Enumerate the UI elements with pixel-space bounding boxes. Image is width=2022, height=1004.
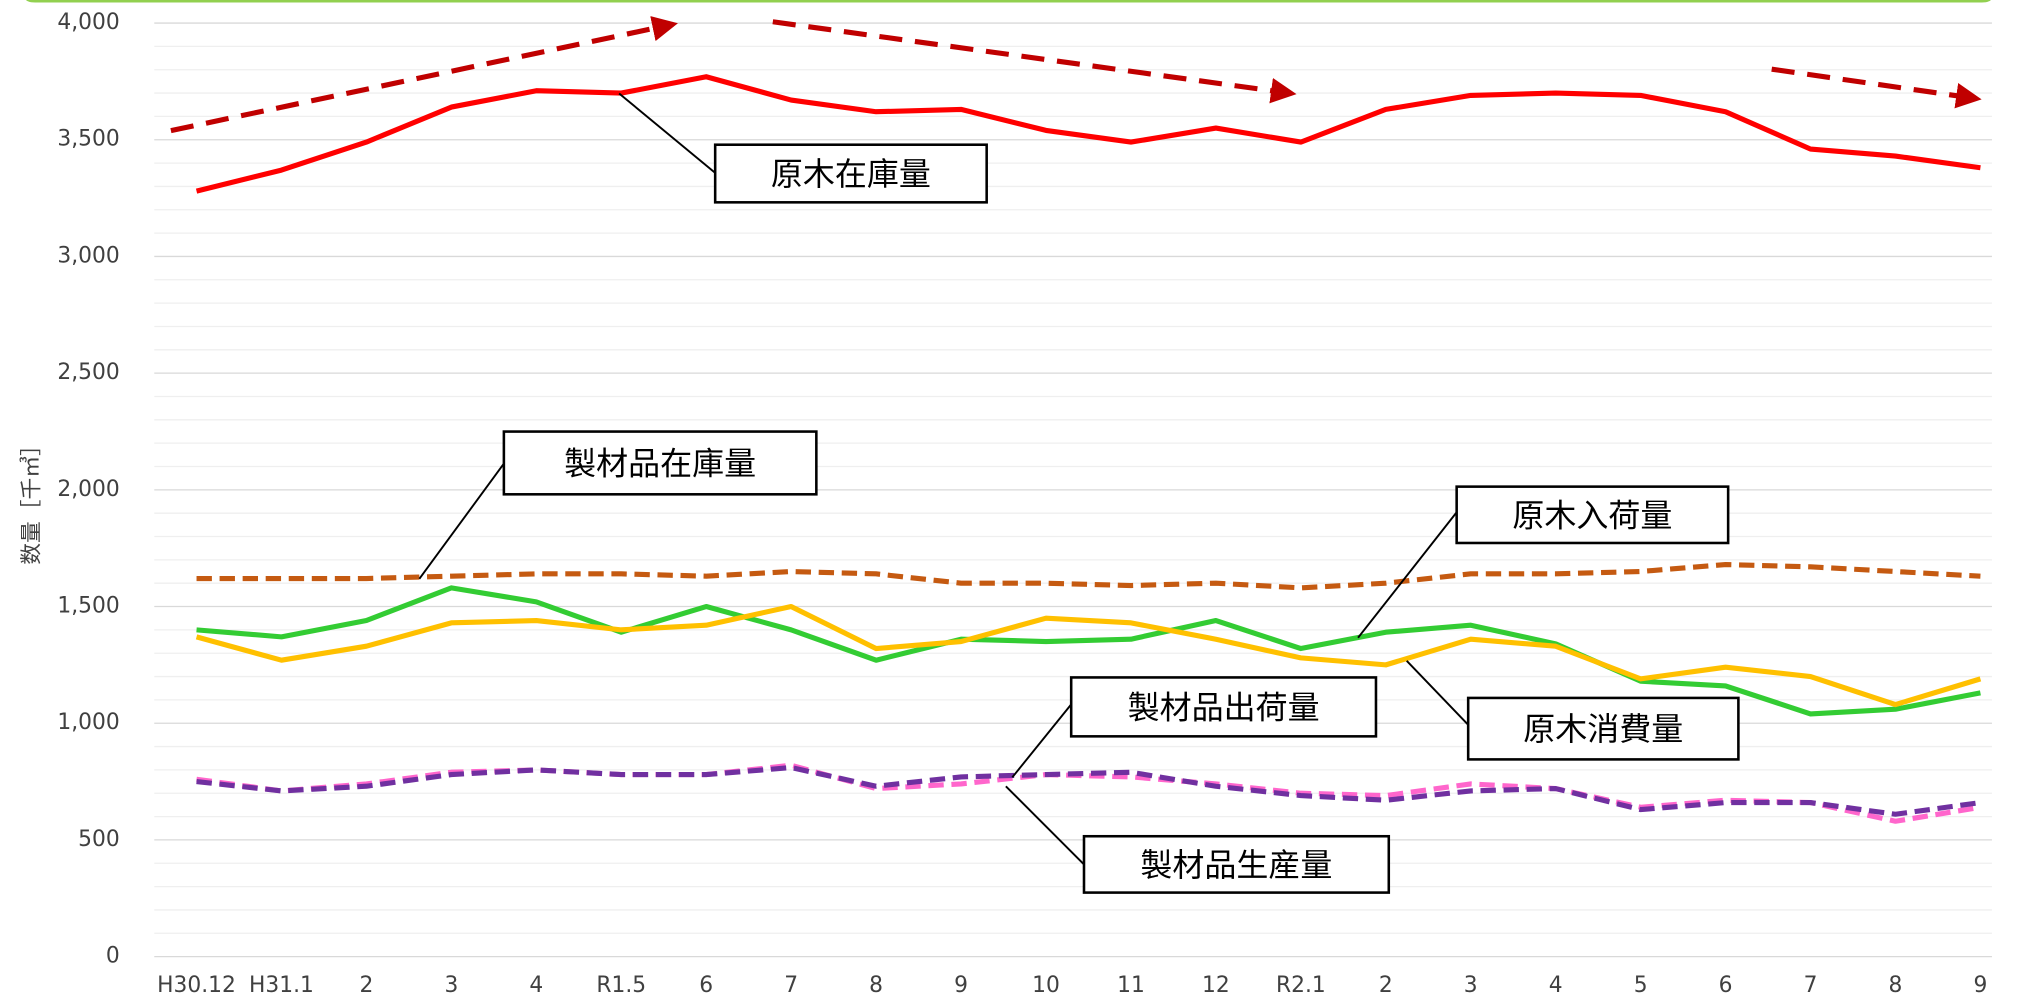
legend-label: 製材品在庫量 — [564, 445, 756, 483]
y-tick-label: 1,000 — [57, 710, 119, 735]
trend-arrow — [1771, 66, 1982, 109]
callout-box — [1455, 485, 1730, 545]
x-tick-label: 9 — [1973, 973, 1987, 998]
x-tick-label: 6 — [699, 973, 713, 998]
x-tick-label: 8 — [1889, 973, 1903, 998]
x-tick-label: 3 — [1464, 973, 1478, 998]
legend-label: 製材品生産量 — [1140, 846, 1332, 884]
callout-leader — [1357, 511, 1458, 639]
callout-leader — [1011, 703, 1072, 778]
callout-box — [713, 143, 988, 204]
x-tick-label: 12 — [1202, 973, 1230, 998]
y-tick-label: 1,500 — [57, 594, 119, 619]
legend-label: 製材品出荷量 — [1128, 688, 1320, 726]
x-tick-label: 2 — [359, 973, 373, 998]
y-tick-label: 3,500 — [57, 127, 119, 152]
x-tick-label: R1.5 — [596, 973, 646, 998]
callout-box — [1069, 676, 1378, 738]
callout-leader — [418, 463, 505, 580]
callout-leader — [1005, 785, 1085, 866]
trend-arrows — [170, 16, 1982, 134]
x-tick-label: 7 — [784, 973, 798, 998]
y-tick-label: 2,500 — [57, 360, 119, 385]
y-tick-label: 500 — [78, 827, 120, 852]
y-axis-label: 数量［千㎥］ — [19, 434, 45, 565]
series-line — [196, 561, 1981, 591]
y-tick-label: 0 — [106, 944, 120, 969]
x-tick-label: H31.1 — [249, 973, 314, 998]
x-tick-label: H30.12 — [157, 973, 236, 998]
series-line — [196, 585, 1981, 717]
series-line — [195, 74, 1981, 194]
x-tick-label: 2 — [1379, 973, 1393, 998]
x-tick-label: 3 — [444, 973, 458, 998]
x-tick-label: 4 — [529, 973, 543, 998]
x-tick-label: 6 — [1719, 973, 1733, 998]
callout-box — [502, 430, 818, 496]
lines — [195, 74, 1982, 824]
x-tick-label: 8 — [869, 973, 883, 998]
legend-label: 原木在庫量 — [771, 155, 931, 193]
y-tick-label: 3,000 — [57, 243, 119, 268]
callout-box — [1082, 834, 1391, 894]
callout-leader — [1406, 660, 1469, 726]
trend-arrow — [170, 16, 678, 134]
x-tick-label: 9 — [954, 973, 968, 998]
x-tick-label: 5 — [1634, 973, 1648, 998]
legend-label: 原木消費量 — [1523, 710, 1683, 748]
x-tick-label: 4 — [1549, 973, 1563, 998]
callout-box — [1466, 696, 1740, 761]
x-tick-label: 11 — [1117, 973, 1145, 998]
y-tick-label: 4,000 — [57, 10, 119, 35]
x-tick-label: 7 — [1804, 973, 1818, 998]
x-tick-label: 10 — [1032, 973, 1060, 998]
y-tick-label: 2,000 — [57, 477, 119, 502]
legend-label: 原木入荷量 — [1512, 496, 1672, 534]
x-tick-label: R2.1 — [1276, 973, 1326, 998]
series-line — [196, 765, 1981, 817]
series-line — [195, 603, 1982, 708]
callout-leader — [618, 92, 716, 174]
trend-arrow — [772, 19, 1297, 104]
